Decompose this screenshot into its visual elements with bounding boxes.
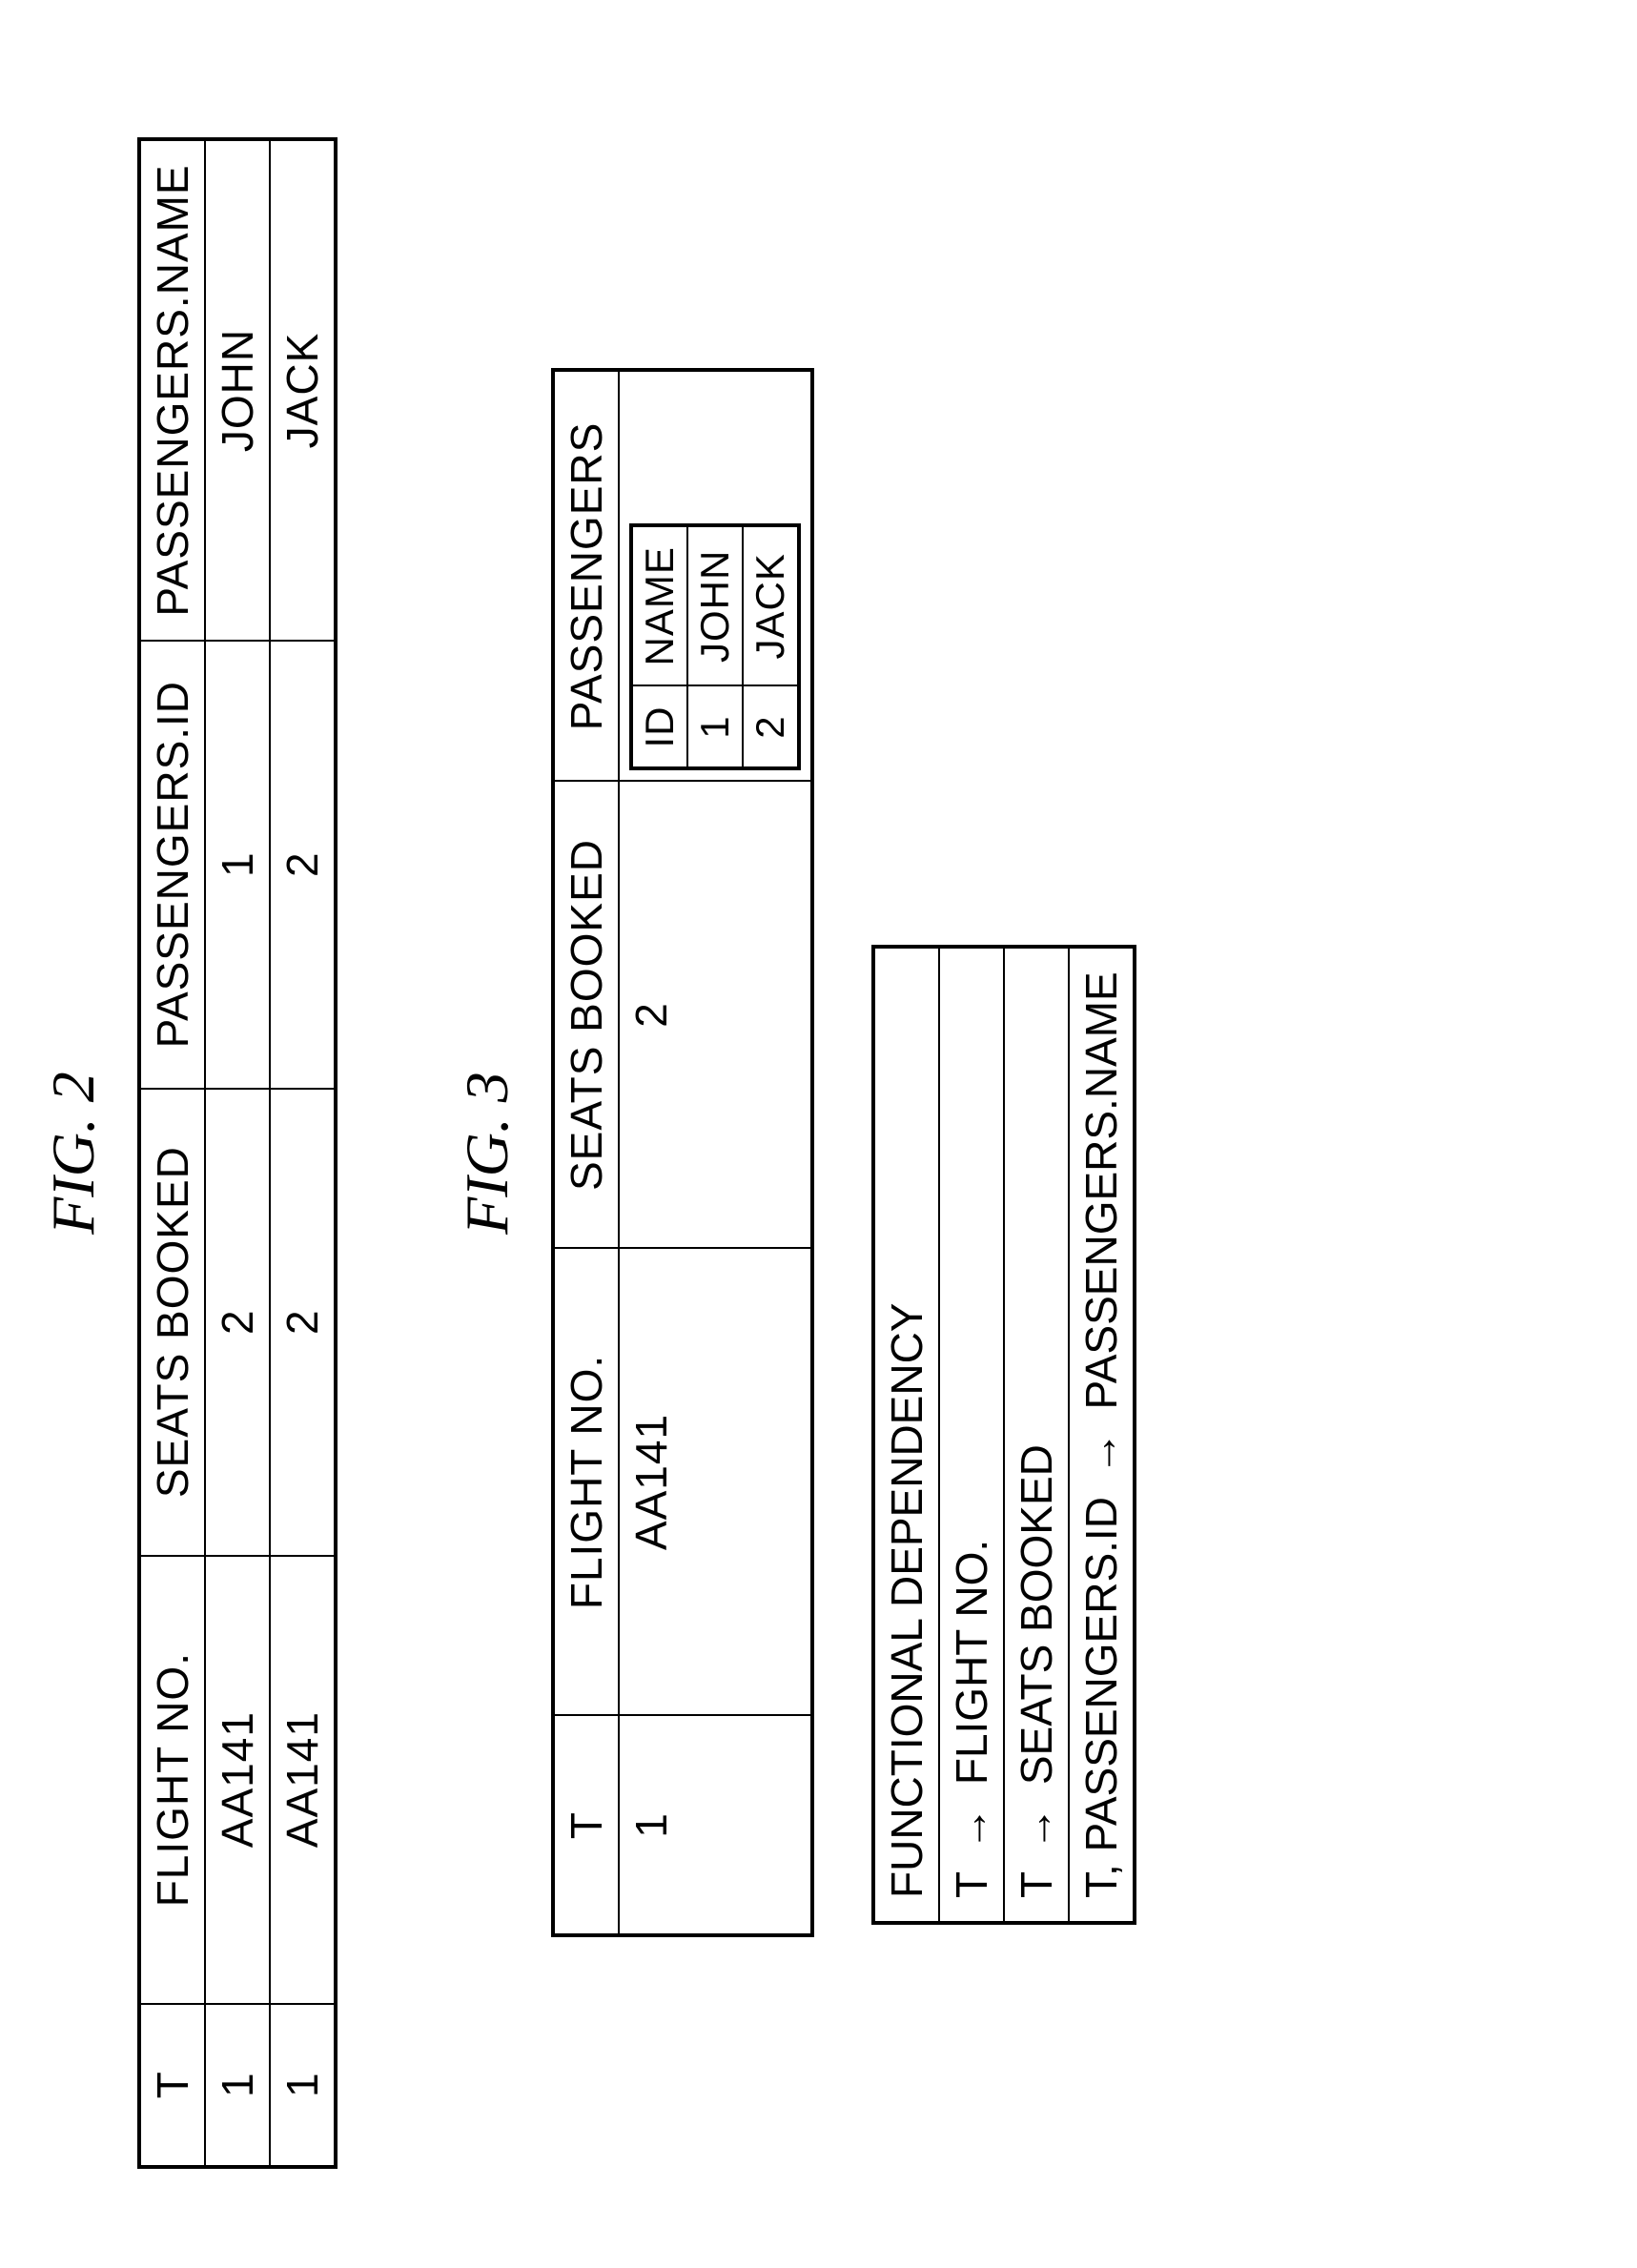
fig3-inner-col-id: ID	[631, 686, 687, 769]
fig3-data-row: 1 AA141 2 ID NAME 1 JOHN 2	[619, 371, 812, 1936]
fig3-inner-cell: 1	[687, 686, 743, 769]
fig3-cell-seats: 2	[619, 782, 812, 1249]
fig2-cell: 2	[270, 641, 336, 1089]
fig3-inner-cell: 2	[743, 686, 799, 769]
fd-lhs: T	[1012, 1872, 1061, 1898]
arrow-icon: →	[1076, 1421, 1126, 1484]
fd-rhs: FLIGHT NO.	[947, 1540, 996, 1785]
arrow-icon: →	[947, 1797, 996, 1860]
fd-row: T → FLIGHT NO.	[939, 947, 1004, 1923]
fig2-header-row: T FLIGHT NO. SEATS BOOKED PASSENGERS.ID …	[139, 139, 205, 2166]
fig3-col-passengers: PASSENGERS	[553, 371, 619, 782]
fig2-cell: JACK	[270, 139, 336, 640]
fig2-cell: JOHN	[205, 139, 270, 640]
fig2-cell: AA141	[270, 1556, 336, 2004]
functional-dependency-table: FUNCTIONAL DEPENDENCY T → FLIGHT NO. T →…	[871, 945, 1136, 1925]
fig3-cell-flight: AA141	[619, 1249, 812, 1716]
fig3-inner-header: ID NAME	[631, 525, 687, 768]
fig2-cell: 2	[205, 1089, 270, 1556]
fig2-col-pid: PASSENGERS.ID	[139, 641, 205, 1089]
fig3-col-t: T	[553, 1716, 619, 1936]
fig2-row: 1 AA141 2 2 JACK	[270, 139, 336, 2166]
fig2-row: 1 AA141 2 1 JOHN	[205, 139, 270, 2166]
fig3-inner-cell: JACK	[743, 525, 799, 685]
fd-row: T, PASSENGERS.ID → PASSENGERS.NAME	[1069, 947, 1135, 1923]
fig2-section: FIG. 2 T FLIGHT NO. SEATS BOOKED PASSENG…	[38, 38, 338, 2268]
fig2-col-flight: FLIGHT NO.	[139, 1556, 205, 2004]
fig3-title: FIG. 3	[452, 38, 522, 2268]
fd-lhs: T	[947, 1872, 996, 1898]
fig2-cell: AA141	[205, 1556, 270, 2004]
fig2-cell: 1	[270, 2004, 336, 2167]
fig2-col-t: T	[139, 2004, 205, 2167]
fig3-col-seats: SEATS BOOKED	[553, 782, 619, 1249]
fig3-inner-cell: JOHN	[687, 525, 743, 685]
fig3-inner-row: 2 JACK	[743, 525, 799, 768]
fig3-header-row: T FLIGHT NO. SEATS BOOKED PASSENGERS	[553, 371, 619, 1936]
fig2-col-seats: SEATS BOOKED	[139, 1089, 205, 1556]
fig2-col-pname: PASSENGERS.NAME	[139, 139, 205, 640]
fd-lhs: T, PASSENGERS.ID	[1076, 1497, 1126, 1898]
arrow-icon: →	[1012, 1797, 1061, 1860]
fd-rhs: SEATS BOOKED	[1012, 1444, 1061, 1785]
fd-rhs: PASSENGERS.NAME	[1076, 971, 1126, 1409]
fd-row: T → SEATS BOOKED	[1004, 947, 1069, 1923]
fig3-inner-table: ID NAME 1 JOHN 2 JACK	[629, 523, 801, 770]
fd-header: FUNCTIONAL DEPENDENCY	[873, 947, 939, 1923]
fig2-cell: 1	[205, 641, 270, 1089]
fig3-section: FIG. 3 T FLIGHT NO. SEATS BOOKED PASSENG…	[452, 38, 1136, 2268]
fig2-title: FIG. 2	[38, 38, 109, 2268]
fig3-inner-row: 1 JOHN	[687, 525, 743, 768]
fig2-cell: 1	[205, 2004, 270, 2167]
fig3-inner-col-name: NAME	[631, 525, 687, 685]
fig3-outer-table: T FLIGHT NO. SEATS BOOKED PASSENGERS 1 A…	[551, 369, 814, 1938]
fig2-table: T FLIGHT NO. SEATS BOOKED PASSENGERS.ID …	[137, 137, 338, 2168]
fig3-cell-t: 1	[619, 1716, 812, 1936]
fig2-cell: 2	[270, 1089, 336, 1556]
fig3-cell-passengers: ID NAME 1 JOHN 2 JACK	[619, 371, 812, 782]
fig3-col-flight: FLIGHT NO.	[553, 1249, 619, 1716]
